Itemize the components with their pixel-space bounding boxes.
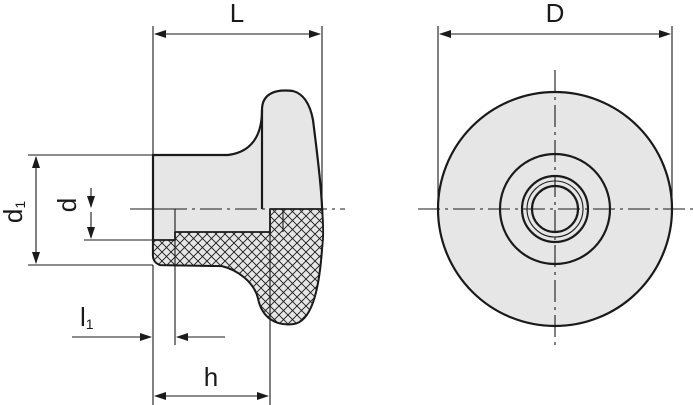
- l1-label-main: l: [80, 302, 86, 332]
- D-label: D: [546, 0, 565, 28]
- d1-label-main: d: [0, 209, 28, 223]
- shoulder-step: [269, 209, 284, 232]
- front-view: [418, 70, 693, 345]
- section-hatching: [152, 208, 325, 326]
- L-label: L: [230, 0, 244, 28]
- l1-label: l1: [80, 302, 94, 332]
- dimensions: L D d1 d l1 h: [0, 0, 673, 405]
- side-view: [130, 89, 345, 326]
- d-label: d: [52, 198, 82, 212]
- d1-label: d1: [0, 201, 28, 223]
- d1-label-sub: 1: [12, 201, 28, 209]
- l1-label-sub: 1: [86, 316, 94, 332]
- h-label: h: [204, 362, 218, 392]
